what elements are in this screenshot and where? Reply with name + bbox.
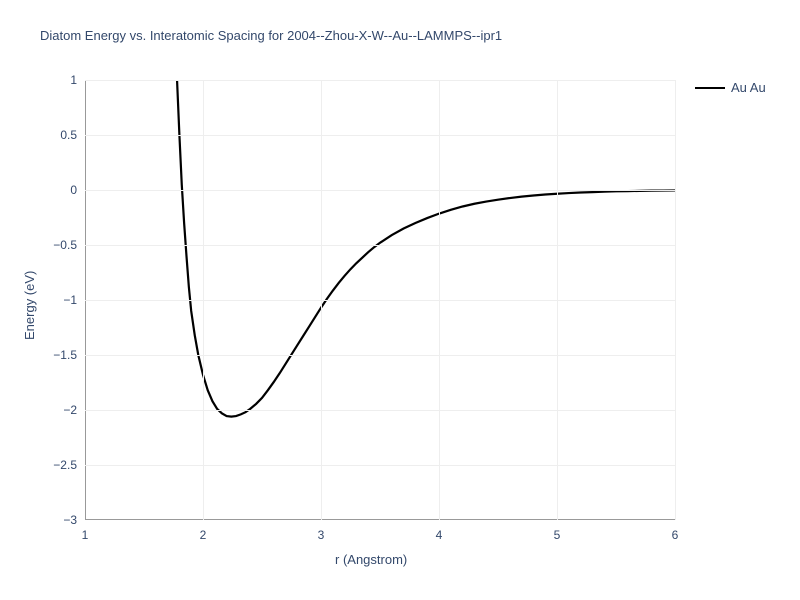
gridline-h xyxy=(85,410,675,411)
gridline-v xyxy=(675,80,676,520)
x-axis-label: r (Angstrom) xyxy=(335,552,407,567)
legend-item: Au Au xyxy=(695,80,766,95)
chart-title: Diatom Energy vs. Interatomic Spacing fo… xyxy=(40,28,502,43)
x-tick-label: 2 xyxy=(200,528,207,542)
plot-area xyxy=(85,80,675,520)
gridline-h xyxy=(85,355,675,356)
gridline-h xyxy=(85,190,675,191)
legend-label: Au Au xyxy=(731,80,766,95)
y-tick-label: −1 xyxy=(63,293,77,307)
x-axis-line xyxy=(85,519,675,520)
x-tick-label: 1 xyxy=(82,528,89,542)
y-tick-label: 0.5 xyxy=(60,128,77,142)
y-axis-label: Energy (eV) xyxy=(22,271,37,340)
x-tick-label: 5 xyxy=(554,528,561,542)
legend-swatch xyxy=(695,87,725,89)
y-tick-label: −1.5 xyxy=(53,348,77,362)
x-tick-label: 6 xyxy=(672,528,679,542)
gridline-h xyxy=(85,465,675,466)
x-tick-label: 3 xyxy=(318,528,325,542)
x-tick-label: 4 xyxy=(436,528,443,542)
y-tick-label: −2.5 xyxy=(53,458,77,472)
gridline-h xyxy=(85,135,675,136)
y-tick-label: 0 xyxy=(70,183,77,197)
legend: Au Au xyxy=(695,80,766,95)
y-tick-label: −3 xyxy=(63,513,77,527)
gridline-h xyxy=(85,80,675,81)
y-tick-label: −0.5 xyxy=(53,238,77,252)
gridline-h xyxy=(85,300,675,301)
y-tick-label: −2 xyxy=(63,403,77,417)
gridline-h xyxy=(85,245,675,246)
y-tick-label: 1 xyxy=(70,73,77,87)
